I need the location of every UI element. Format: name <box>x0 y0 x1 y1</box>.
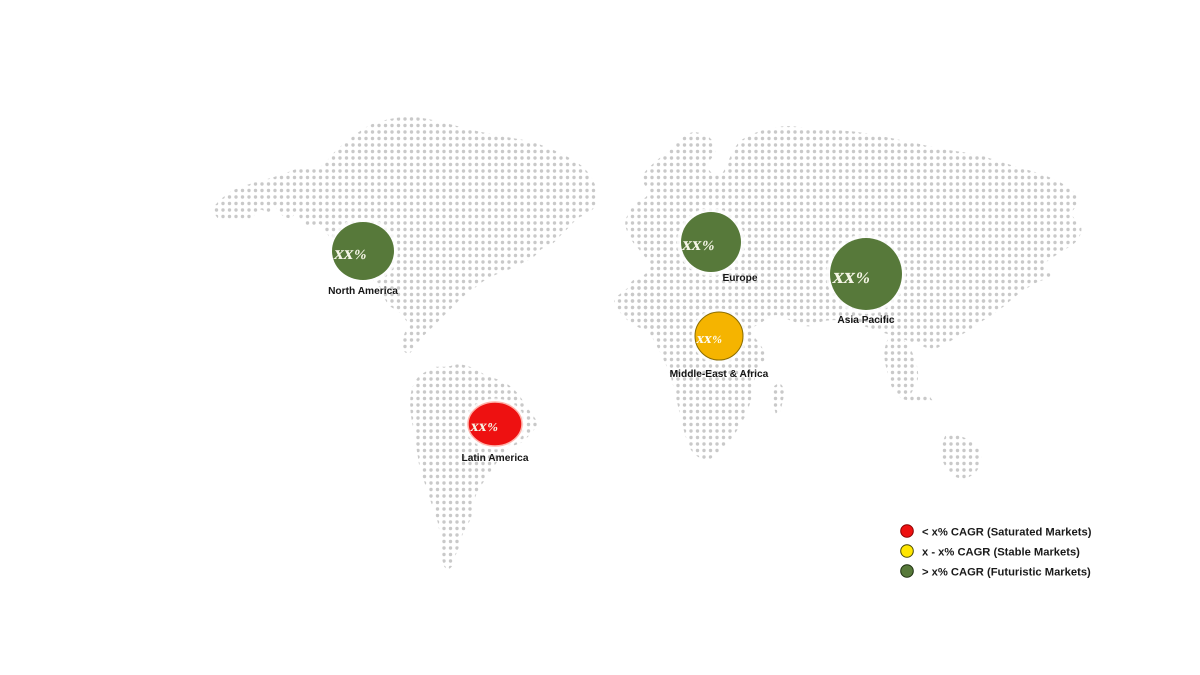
svg-text:< x% CAGR (Saturated Markets): < x% CAGR (Saturated Markets) <box>922 527 1092 539</box>
svg-text:xx%: xx% <box>333 243 370 264</box>
svg-text:xx%: xx% <box>681 234 718 255</box>
svg-text:Latin America: Latin America <box>462 453 529 464</box>
svg-text:xx%: xx% <box>695 331 724 347</box>
svg-text:xx%: xx% <box>469 418 500 435</box>
svg-text:Europe: Europe <box>722 273 757 284</box>
svg-text:Asia Pacific: Asia Pacific <box>837 315 895 326</box>
svg-text:Middle-East & Africa: Middle-East & Africa <box>670 369 769 380</box>
svg-text:x - x% CAGR (Stable Markets): x - x% CAGR (Stable Markets) <box>922 547 1080 559</box>
svg-text:> x% CAGR (Futuristic Markets): > x% CAGR (Futuristic Markets) <box>922 567 1091 579</box>
svg-text:North America: North America <box>328 286 398 297</box>
